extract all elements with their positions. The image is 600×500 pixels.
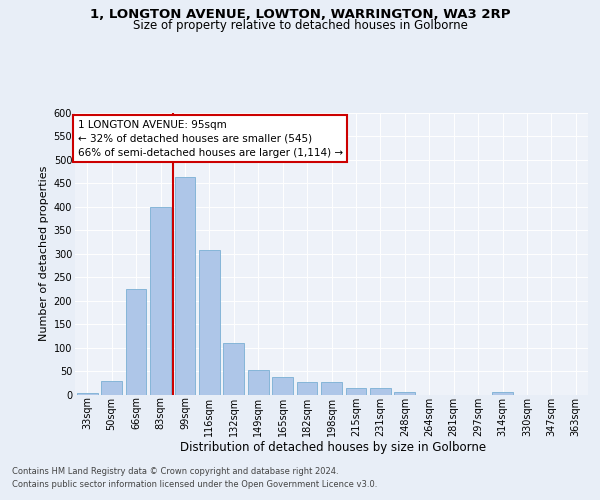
- Bar: [77, 392, 98, 395]
- Text: 1 LONGTON AVENUE: 95sqm
← 32% of detached houses are smaller (545)
66% of semi-d: 1 LONGTON AVENUE: 95sqm ← 32% of detache…: [77, 120, 343, 158]
- Bar: [248, 370, 269, 395]
- Bar: [346, 388, 367, 395]
- Bar: [150, 206, 171, 395]
- Bar: [394, 392, 415, 395]
- Bar: [321, 382, 342, 395]
- Y-axis label: Number of detached properties: Number of detached properties: [40, 166, 49, 342]
- Text: Contains public sector information licensed under the Open Government Licence v3: Contains public sector information licen…: [12, 480, 377, 489]
- Bar: [296, 382, 317, 395]
- Bar: [370, 388, 391, 395]
- Bar: [125, 289, 146, 395]
- Bar: [199, 250, 220, 395]
- Bar: [223, 343, 244, 395]
- Bar: [272, 376, 293, 395]
- Text: 1, LONGTON AVENUE, LOWTON, WARRINGTON, WA3 2RP: 1, LONGTON AVENUE, LOWTON, WARRINGTON, W…: [90, 8, 510, 20]
- Text: Contains HM Land Registry data © Crown copyright and database right 2024.: Contains HM Land Registry data © Crown c…: [12, 467, 338, 476]
- Bar: [101, 381, 122, 395]
- Bar: [492, 392, 513, 395]
- Text: Size of property relative to detached houses in Golborne: Size of property relative to detached ho…: [133, 18, 467, 32]
- Bar: [175, 178, 196, 395]
- Text: Distribution of detached houses by size in Golborne: Distribution of detached houses by size …: [180, 441, 486, 454]
